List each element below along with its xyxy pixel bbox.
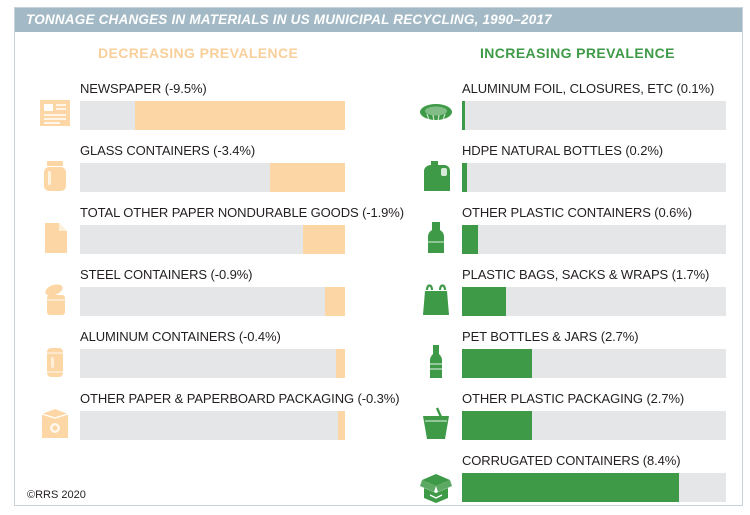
paper-sheet-icon [45, 223, 67, 253]
increasing-track-plastic-bags-sacks-wraps [462, 287, 726, 316]
decreasing-track-glass-containers [80, 163, 345, 192]
decreasing-bar-glass-containers [270, 163, 345, 192]
decreasing-label-steel-containers: STEEL CONTAINERS (-0.9%) [80, 267, 253, 282]
decreasing-track-steel-containers [80, 287, 345, 316]
decreasing-bar-newspaper [135, 101, 345, 130]
decreasing-track-newspaper [80, 101, 345, 130]
decreasing-label-aluminum-containers: ALUMINUM CONTAINERS (-0.4%) [80, 329, 281, 344]
decreasing-bar-steel-containers [325, 287, 345, 316]
plastic-cup-icon [423, 407, 449, 439]
increasing-bar-other-plastic-packaging [462, 411, 532, 440]
glass-jar-icon [44, 161, 66, 191]
decreasing-track-aluminum-containers [80, 349, 345, 378]
increasing-label-other-plastic-containers: OTHER PLASTIC CONTAINERS (0.6%) [462, 205, 692, 220]
increasing-label-other-plastic-packaging: OTHER PLASTIC PACKAGING (2.7%) [462, 391, 685, 406]
plastic-bag-icon [423, 284, 449, 315]
chart-title: TONNAGE CHANGES IN MATERIALS IN US MUNIC… [15, 8, 742, 32]
plastic-bottle-icon [428, 222, 444, 253]
increasing-label-hdpe-natural-bottles: HDPE NATURAL BOTTLES (0.2%) [462, 143, 664, 158]
increasing-bar-plastic-bags-sacks-wraps [462, 287, 506, 316]
pet-bottle-icon [430, 345, 442, 378]
increasing-label-corrugated-containers: CORRUGATED CONTAINERS (8.4%) [462, 453, 681, 468]
paperboard-box-icon [41, 409, 69, 438]
increasing-label-plastic-bags-sacks-wraps: PLASTIC BAGS, SACKS & WRAPS (1.7%) [462, 267, 710, 282]
newspaper-icon [40, 100, 70, 126]
increasing-heading: INCREASING PREVALENCE [480, 45, 675, 61]
decreasing-track-total-other-paper-nondurable-goods [80, 225, 345, 254]
increasing-bar-corrugated-containers [462, 473, 679, 502]
increasing-label-aluminum-foil-closures-etc: ALUMINUM FOIL, CLOSURES, ETC (0.1%) [462, 81, 715, 96]
foil-tray-icon [420, 104, 452, 122]
decreasing-label-newspaper: NEWSPAPER (-9.5%) [80, 81, 207, 96]
copyright: ©RRS 2020 [27, 489, 86, 501]
increasing-bar-hdpe-natural-bottles [462, 163, 467, 192]
increasing-track-other-plastic-containers [462, 225, 726, 254]
decreasing-heading: DECREASING PREVALENCE [98, 45, 299, 61]
increasing-track-aluminum-foil-closures-etc [462, 101, 726, 130]
increasing-track-other-plastic-packaging [462, 411, 726, 440]
jug-icon [424, 161, 450, 191]
increasing-bar-other-plastic-containers [462, 225, 478, 254]
decreasing-bar-total-other-paper-nondurable-goods [303, 225, 345, 254]
decreasing-bar-other-paper-paperboard-packaging [338, 411, 345, 440]
increasing-label-pet-bottles-jars: PET BOTTLES & JARS (2.7%) [462, 329, 639, 344]
steel-can-icon [45, 284, 65, 315]
corrugated-box-icon [420, 474, 452, 503]
increasing-bar-aluminum-foil-closures-etc [462, 101, 465, 130]
decreasing-label-glass-containers: GLASS CONTAINERS (-3.4%) [80, 143, 256, 158]
decreasing-label-total-other-paper-nondurable-goods: TOTAL OTHER PAPER NONDURABLE GOODS (-1.9… [80, 205, 404, 220]
decreasing-track-other-paper-paperboard-packaging [80, 411, 345, 440]
increasing-track-hdpe-natural-bottles [462, 163, 726, 192]
increasing-track-corrugated-containers [462, 473, 726, 502]
decreasing-label-other-paper-paperboard-packaging: OTHER PAPER & PAPERBOARD PACKAGING (-0.3… [80, 391, 400, 406]
increasing-bar-pet-bottles-jars [462, 349, 532, 378]
decreasing-bar-aluminum-containers [336, 349, 345, 378]
aluminum-can-icon [47, 348, 63, 377]
increasing-track-pet-bottles-jars [462, 349, 726, 378]
